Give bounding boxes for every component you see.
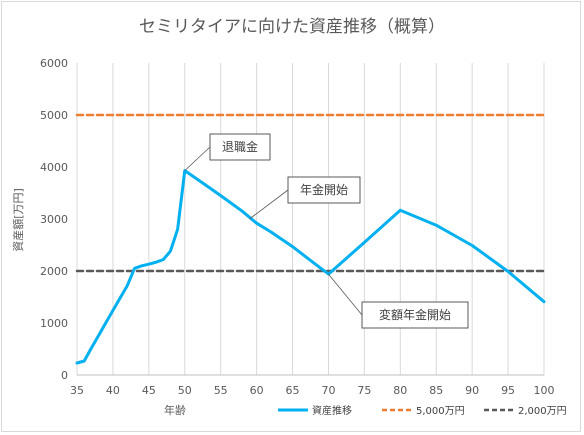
x-tick-label: 80 (393, 384, 407, 397)
x-tick-label: 45 (142, 384, 156, 397)
reference-lines (75, 113, 546, 273)
callout-leader (249, 189, 289, 220)
x-tick-label: 60 (250, 384, 264, 397)
callout-leader (184, 146, 211, 171)
y-tick-label: 3000 (40, 213, 68, 226)
y-tick-label: 2000 (40, 265, 68, 278)
callout-label: 年金開始 (300, 182, 348, 197)
x-axis-label: 年齢 (164, 403, 186, 417)
y-tick-label: 6000 (40, 57, 68, 70)
series-line-0 (75, 169, 546, 365)
callout-box (287, 176, 361, 204)
y-tick-label: 4000 (40, 161, 68, 174)
x-tick-label: 35 (70, 384, 84, 397)
x-tick-label: 90 (465, 384, 479, 397)
callout-box (209, 133, 271, 161)
callout-label: 変額年金開始 (379, 307, 451, 322)
x-tick-label: 100 (534, 384, 555, 397)
x-tick-label: 40 (106, 384, 120, 397)
x-tick-label: 85 (429, 384, 443, 397)
callout-label: 退職金 (222, 139, 258, 154)
grid (76, 63, 545, 375)
chart-title: セミリタイアに向けた資産推移（概算） (139, 17, 445, 37)
y-tick-label: 0 (61, 369, 68, 382)
legend-label: 資産推移 (312, 404, 352, 417)
legend-label: 5,000万円 (416, 406, 465, 417)
y-tick-label: 5000 (40, 109, 68, 122)
y-tick-label: 1000 (40, 317, 68, 330)
legend-label: 2,000万円 (518, 406, 567, 417)
callout-box (361, 301, 469, 329)
legend: 資産推移 5,000万円 2,000万円 (278, 404, 567, 417)
x-tick-label: 50 (178, 384, 192, 397)
x-tick-label: 55 (214, 384, 228, 397)
series-lines (75, 169, 546, 365)
x-tick-label: 95 (501, 384, 515, 397)
axes: 35 40 45 50 55 60 65 70 75 80 85 90 95 10001000200030… (40, 57, 555, 397)
callout-leader (328, 273, 363, 316)
x-tick-label: 65 (286, 384, 300, 397)
x-tick-label: 75 (357, 384, 371, 397)
x-tick-label: 70 (321, 384, 335, 397)
y-axis-label: 資産額[万円] (12, 188, 25, 252)
